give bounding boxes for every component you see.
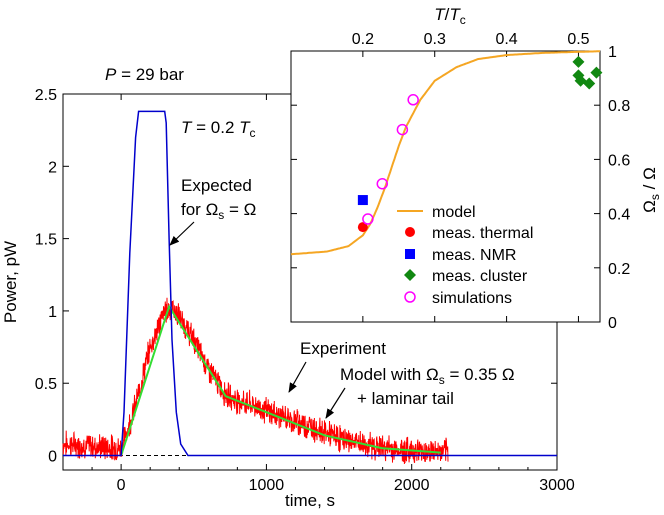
inset-background (290, 50, 601, 323)
main-x-tick-label: 1000 (249, 477, 285, 494)
inset-y-tick-label: 0.4 (608, 207, 630, 224)
inset-y-tick-label: 1 (608, 44, 617, 61)
arrow-expected (169, 221, 195, 246)
main-title-p: P (105, 65, 117, 84)
main-x-tick-label: 2000 (394, 477, 430, 494)
legend-cluster-swatch (404, 269, 416, 281)
inset-x-tick-label: 0.4 (495, 31, 517, 48)
inset-point-meas-nmr (357, 195, 368, 206)
main-y-tick-label: 2 (48, 159, 57, 176)
annotation-expected-2: for Ωs = Ω (181, 200, 256, 222)
model-series (120, 304, 441, 456)
main-title-bar: = 29 bar (121, 65, 184, 84)
inset-legend: model meas. thermal meas. NMR meas. clus… (397, 204, 533, 307)
x-axis-label: time, s (285, 491, 335, 510)
inset-y-tick-label: 0.8 (608, 98, 630, 115)
inset-points (357, 55, 603, 233)
inset-y-ticks: 0 0.2 0.4 0.6 0.8 1 (291, 44, 630, 332)
main-x-tick-label: 3000 (539, 477, 575, 494)
legend-model-label: model (432, 204, 476, 221)
legend-nmr-label: meas. NMR (432, 247, 516, 264)
arrow-model (325, 387, 346, 419)
inset-point-meas-cluster (572, 55, 585, 68)
inset-point-simulations (376, 178, 389, 190)
main-y-tick-label: 1.5 (35, 232, 57, 249)
legend-thermal-swatch (405, 227, 415, 237)
legend-nmr-swatch (405, 249, 415, 259)
legend-cluster-label: meas. cluster (432, 268, 528, 285)
annotation-model-1: Model with Ωs = 0.35 Ω (340, 365, 515, 387)
inset-point-meas-cluster (583, 77, 596, 90)
inset-y-label: Ωs / Ω (640, 167, 662, 213)
legend-simulations-swatch (404, 291, 416, 303)
inset-x-label: T/Tc (434, 5, 466, 27)
inset-x-tick-label: 0.2 (352, 31, 374, 48)
inset-y-tick-label: 0.2 (608, 261, 630, 278)
main-y-tick-label: 2.5 (35, 87, 57, 104)
main-y-tick-label: 0.5 (35, 376, 57, 393)
inset-point-simulations (396, 123, 409, 136)
inset-x-tick-label: 0.5 (567, 31, 589, 48)
main-x-tick-label: 0 (117, 477, 126, 494)
main-title: P = 29 bar (105, 65, 184, 84)
inset-point-meas-thermal (357, 222, 368, 233)
annotation-experiment: Experiment (300, 339, 386, 358)
inset-y-tick-label: 0 (608, 315, 617, 332)
inset-x-tick-label: 0.3 (424, 31, 446, 48)
annotation-temperature: T = 0.2 Tc (181, 118, 256, 140)
inset-point-meas-cluster (590, 66, 603, 79)
arrow-experiment (288, 361, 307, 393)
inset-y-tick-label: 0.6 (608, 152, 630, 169)
annotation-expected-1: Expected (181, 176, 252, 195)
y-axis-label: Power, pW (1, 241, 20, 323)
inset-point-simulations (407, 94, 419, 106)
inset-point-simulations (362, 213, 374, 225)
annotation-model-2: + laminar tail (357, 389, 454, 408)
expected-series (63, 110, 557, 457)
experiment-series (62, 297, 449, 465)
legend-thermal-label: meas. thermal (432, 225, 533, 242)
main-y-tick-label: 1 (48, 304, 57, 321)
legend-simulations-label: simulations (432, 290, 512, 307)
inset-model-curve (290, 50, 600, 256)
inset-x-ticks: 0.2 0.3 0.4 0.5 (352, 31, 590, 322)
main-y-tick-label: 0 (48, 449, 57, 466)
